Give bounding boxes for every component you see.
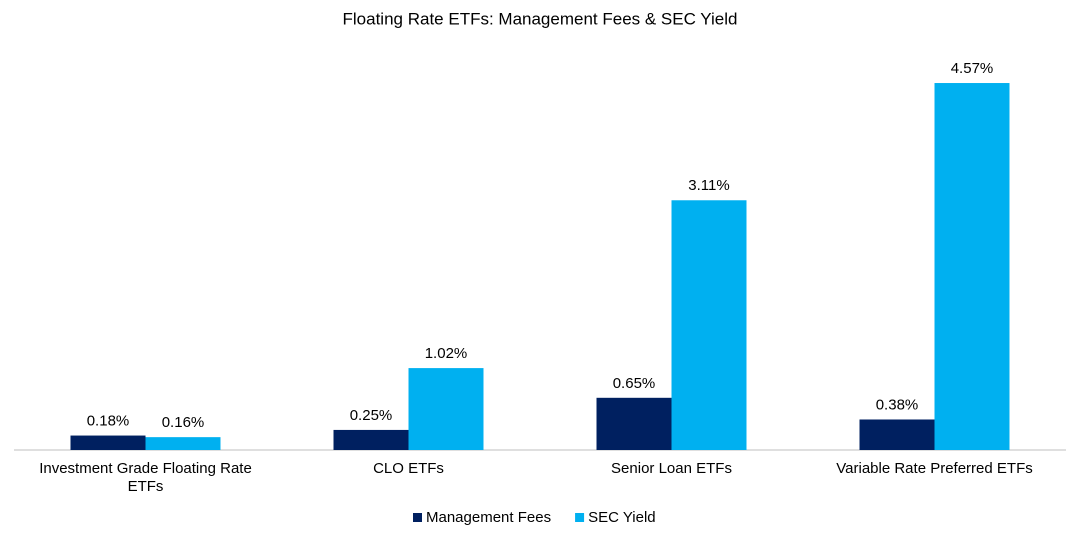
data-label: 1.02% [425, 345, 468, 362]
bar [70, 435, 146, 450]
data-label: 0.16% [162, 414, 205, 431]
data-label: 0.65% [613, 375, 656, 392]
data-label: 4.57% [951, 60, 994, 77]
legend-marker [575, 513, 585, 522]
bar [671, 200, 747, 450]
data-label: 3.11% [688, 177, 729, 194]
bar [333, 429, 409, 450]
data-label: 0.18% [87, 413, 130, 430]
legend-marker [413, 513, 422, 522]
legend-label: SEC Yield [588, 509, 656, 526]
x-tick-label: Senior Loan ETFs [611, 460, 732, 477]
data-label: 0.25% [350, 407, 393, 424]
x-tick-label: CLO ETFs [373, 460, 444, 477]
bar [859, 419, 935, 450]
bar [934, 83, 1010, 451]
x-tick-label: Investment Grade Floating Rate ETFs [39, 460, 252, 495]
bar [596, 397, 672, 450]
legend-label: Management Fees [426, 509, 551, 526]
data-label: 0.38% [876, 396, 919, 413]
bar [408, 368, 484, 450]
x-tick-label: Variable Rate Preferred ETFs [836, 460, 1033, 477]
bar [145, 437, 221, 450]
chart-title: Floating Rate ETFs: Management Fees & SE… [343, 9, 738, 28]
